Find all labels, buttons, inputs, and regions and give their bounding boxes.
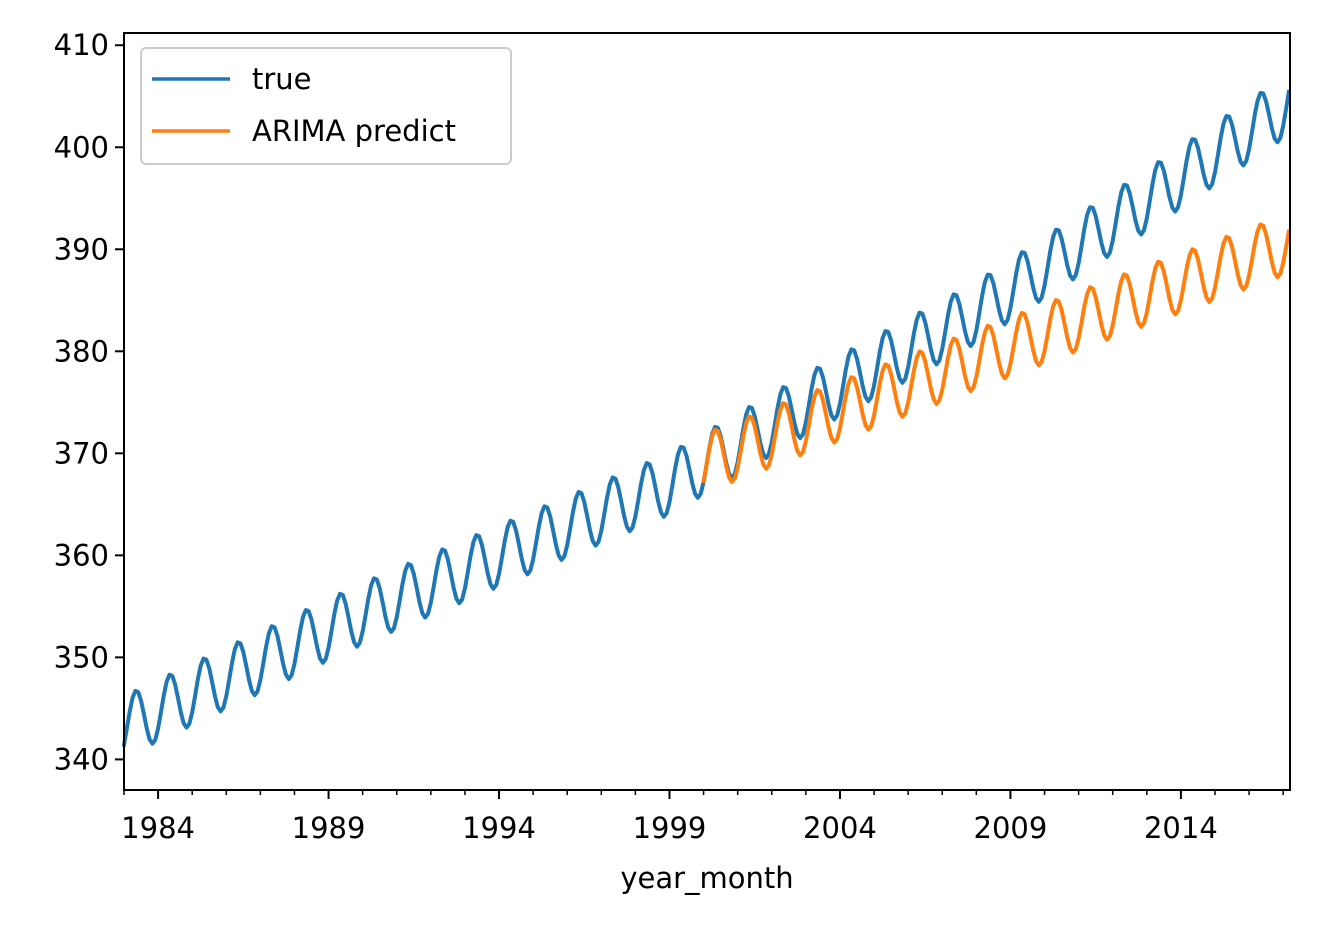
y-tick-label-410: 410 xyxy=(54,28,109,62)
plot-frame xyxy=(123,32,1291,791)
y-tick-label-380: 380 xyxy=(54,334,109,368)
x-axis: 1984 1989 1994 1999 2004 2009 2014 xyxy=(121,790,1218,845)
y-tick-label-360: 360 xyxy=(54,538,109,572)
x-tick-label-1984: 1984 xyxy=(121,811,195,845)
series-line-arima-predict xyxy=(701,222,1292,484)
y-tick-label-370: 370 xyxy=(54,436,109,470)
x-tick-label-1999: 1999 xyxy=(633,811,707,845)
legend-label-true: true xyxy=(252,62,312,96)
series-layer xyxy=(121,89,1292,748)
x-tick-label-2004: 2004 xyxy=(803,811,877,845)
x-tick-label-1989: 1989 xyxy=(292,811,366,845)
x-tick-label-2009: 2009 xyxy=(974,811,1048,845)
y-axis: 340 350 360 370 380 390 400 410 xyxy=(54,28,124,776)
x-tick-label-1994: 1994 xyxy=(462,811,536,845)
y-tick-label-390: 390 xyxy=(54,232,109,266)
x-tick-label-2014: 2014 xyxy=(1144,811,1218,845)
legend-label-arima: ARIMA predict xyxy=(252,114,456,148)
y-tick-label-350: 350 xyxy=(54,640,109,674)
y-tick-label-340: 340 xyxy=(54,742,109,776)
x-minor-ticks xyxy=(123,790,1284,795)
x-axis-label: year_month xyxy=(620,861,793,895)
y-tick-label-400: 400 xyxy=(54,130,109,164)
legend-box xyxy=(140,47,512,165)
legend: true ARIMA predict xyxy=(140,47,512,165)
